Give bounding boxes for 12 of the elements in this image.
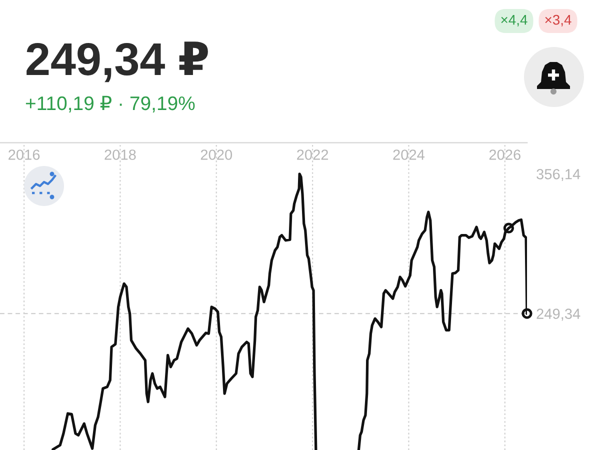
y-tick-label: 249,34 <box>536 308 580 321</box>
x-tick-label: 2022 <box>297 150 328 160</box>
chart-title: 249,34 ₽ <box>26 42 208 82</box>
chart-subtitle: +110,19 ₽ · 79,19% <box>26 96 195 112</box>
x-tick-label: 2018 <box>104 150 136 160</box>
x-tick-label: 2016 <box>8 150 40 160</box>
y-tick-label: 356,14 <box>536 169 580 182</box>
x-tick-label: 2026 <box>489 150 520 160</box>
x-tick-label: 2020 <box>200 150 232 160</box>
x-tick-label: 2024 <box>393 150 425 160</box>
text: ×3,4 <box>545 14 572 26</box>
text: ×4,4 <box>501 15 528 26</box>
